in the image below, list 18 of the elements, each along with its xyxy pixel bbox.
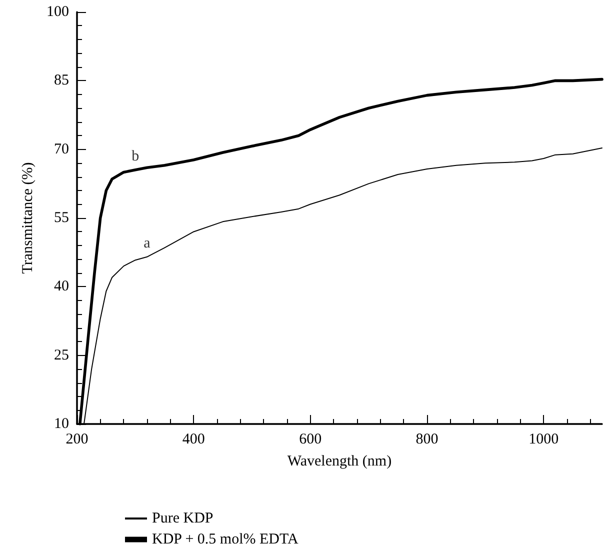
- y-axis-title: Transmittance (%): [20, 162, 36, 274]
- x-tick-label: 400: [182, 432, 205, 448]
- legend-label: KDP + 0.5 mol% EDTA: [152, 532, 298, 548]
- y-tick-label: 10: [54, 416, 69, 432]
- x-tick-label: 200: [66, 432, 88, 448]
- legend-label: Pure KDP: [152, 510, 214, 526]
- y-tick-label: 25: [54, 347, 69, 364]
- y-tick-label: 55: [54, 210, 69, 226]
- annotation: a: [144, 235, 151, 252]
- x-axis-title: Wavelength (nm): [287, 454, 392, 470]
- y-tick-label: 40: [54, 278, 69, 295]
- annotation: b: [132, 148, 140, 164]
- y-tick-label: 70: [54, 141, 69, 158]
- x-tick-label: 800: [416, 432, 438, 448]
- y-tick-label: 85: [54, 72, 69, 89]
- x-tick-label: 1000: [528, 432, 559, 448]
- x-tick-label: 600: [299, 432, 322, 448]
- y-tick-label: 100: [46, 4, 69, 20]
